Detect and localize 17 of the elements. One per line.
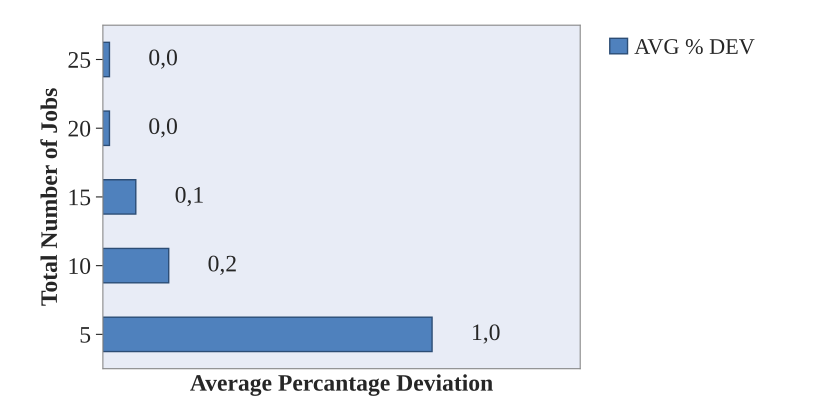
- bar: [102, 42, 110, 78]
- x-axis-title: Average Percantage Deviation: [190, 374, 493, 396]
- y-tick-label: 15: [70, 190, 90, 206]
- bar: [102, 248, 170, 284]
- legend-label: AVG % DEV: [634, 39, 755, 54]
- y-axis-title: Total Number of Jobs: [40, 88, 58, 306]
- data-label: 1,0: [473, 324, 500, 344]
- bar: [102, 179, 136, 215]
- y-tick-label: 5: [80, 327, 90, 343]
- data-label: 0,0: [149, 118, 177, 138]
- data-label: 0,0: [149, 49, 177, 69]
- y-tick-label: 20: [68, 120, 90, 137]
- y-tick-label: 25: [68, 52, 90, 68]
- bar: [102, 316, 433, 352]
- data-label: 0,1: [176, 186, 203, 206]
- y-tick-label: 10: [70, 258, 90, 274]
- data-label: 0,2: [208, 256, 236, 275]
